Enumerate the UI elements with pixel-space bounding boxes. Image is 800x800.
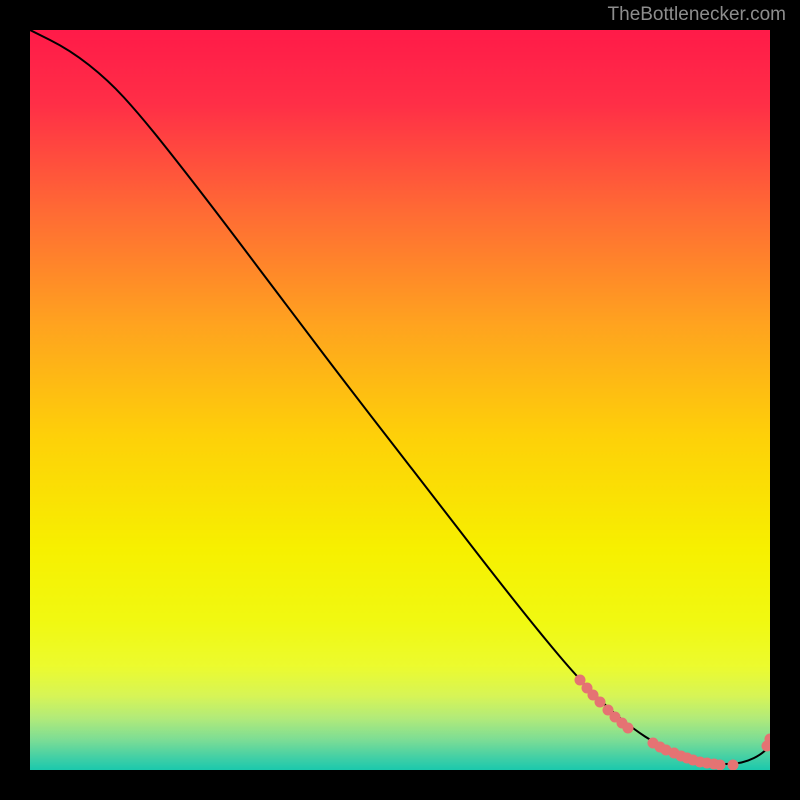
data-point-marker [623, 723, 634, 734]
data-point-marker [728, 760, 739, 771]
curve-layer [30, 30, 770, 770]
data-point-marker [595, 697, 606, 708]
watermark: TheBottlenecker.com [608, 4, 786, 26]
plot-area [30, 30, 770, 770]
bottleneck-curve [30, 30, 770, 764]
data-point-marker [715, 760, 726, 771]
markers-group [575, 675, 771, 771]
